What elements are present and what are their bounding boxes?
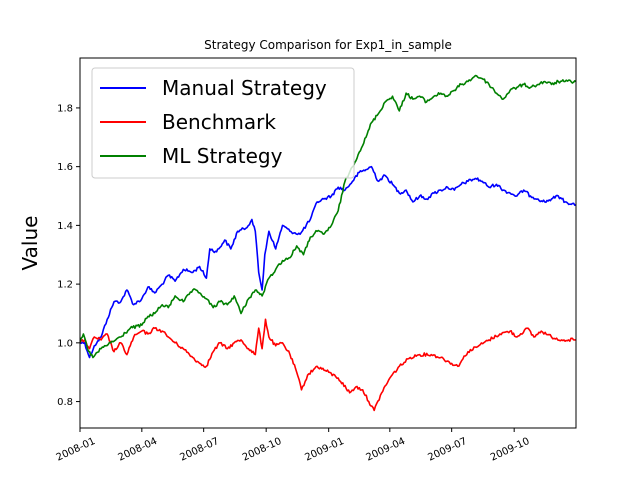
legend-label: Manual Strategy bbox=[162, 76, 327, 100]
legend-label: Benchmark bbox=[162, 110, 276, 134]
plot-area bbox=[80, 74, 576, 412]
series-group bbox=[80, 74, 576, 412]
series-line-manual-strategy bbox=[80, 165, 576, 359]
y-tick-label: 1.0 bbox=[57, 338, 73, 349]
axes-frame bbox=[79, 57, 577, 429]
chart-title: Strategy Comparison for Exp1_in_sample bbox=[204, 38, 452, 52]
series-line-benchmark bbox=[80, 318, 576, 412]
y-tick-label: 1.8 bbox=[57, 103, 73, 114]
legend: Manual Strategy Benchmark ML Strategy bbox=[91, 67, 355, 179]
y-tick-label: 0.8 bbox=[57, 397, 73, 408]
y-tick-label: 1.4 bbox=[57, 221, 73, 232]
legend-frame bbox=[91, 67, 355, 179]
y-tick-label: 1.2 bbox=[57, 280, 73, 291]
y-tick-label: 1.6 bbox=[57, 162, 73, 173]
series-line-ml-strategy bbox=[80, 74, 576, 359]
y-axis-label: Value bbox=[18, 216, 42, 271]
legend-label: ML Strategy bbox=[162, 144, 283, 168]
